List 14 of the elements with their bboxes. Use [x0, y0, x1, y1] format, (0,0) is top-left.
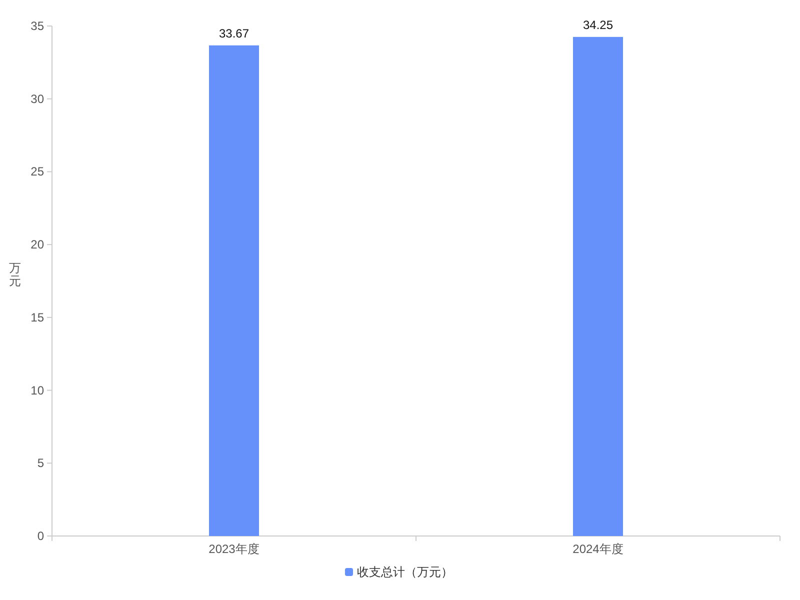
- legend-label: 收支总计（万元）: [357, 565, 453, 579]
- y-tick-label: 10: [30, 383, 44, 398]
- y-tick-label: 30: [30, 92, 44, 106]
- y-tick-label: 25: [30, 164, 44, 179]
- y-axis-title: 万元: [9, 261, 21, 288]
- x-tick-label: 2024年度: [572, 542, 624, 556]
- data-label: 34.25: [582, 18, 614, 32]
- y-tick-label: 20: [30, 238, 44, 252]
- x-tick-label: 2023年度: [208, 542, 260, 556]
- data-label: 33.67: [218, 26, 250, 40]
- y-tick-label: 5: [37, 456, 44, 470]
- y-tick-label: 0: [37, 529, 44, 543]
- y-tick-label: 15: [30, 310, 44, 324]
- y-tick-label: 35: [30, 19, 44, 33]
